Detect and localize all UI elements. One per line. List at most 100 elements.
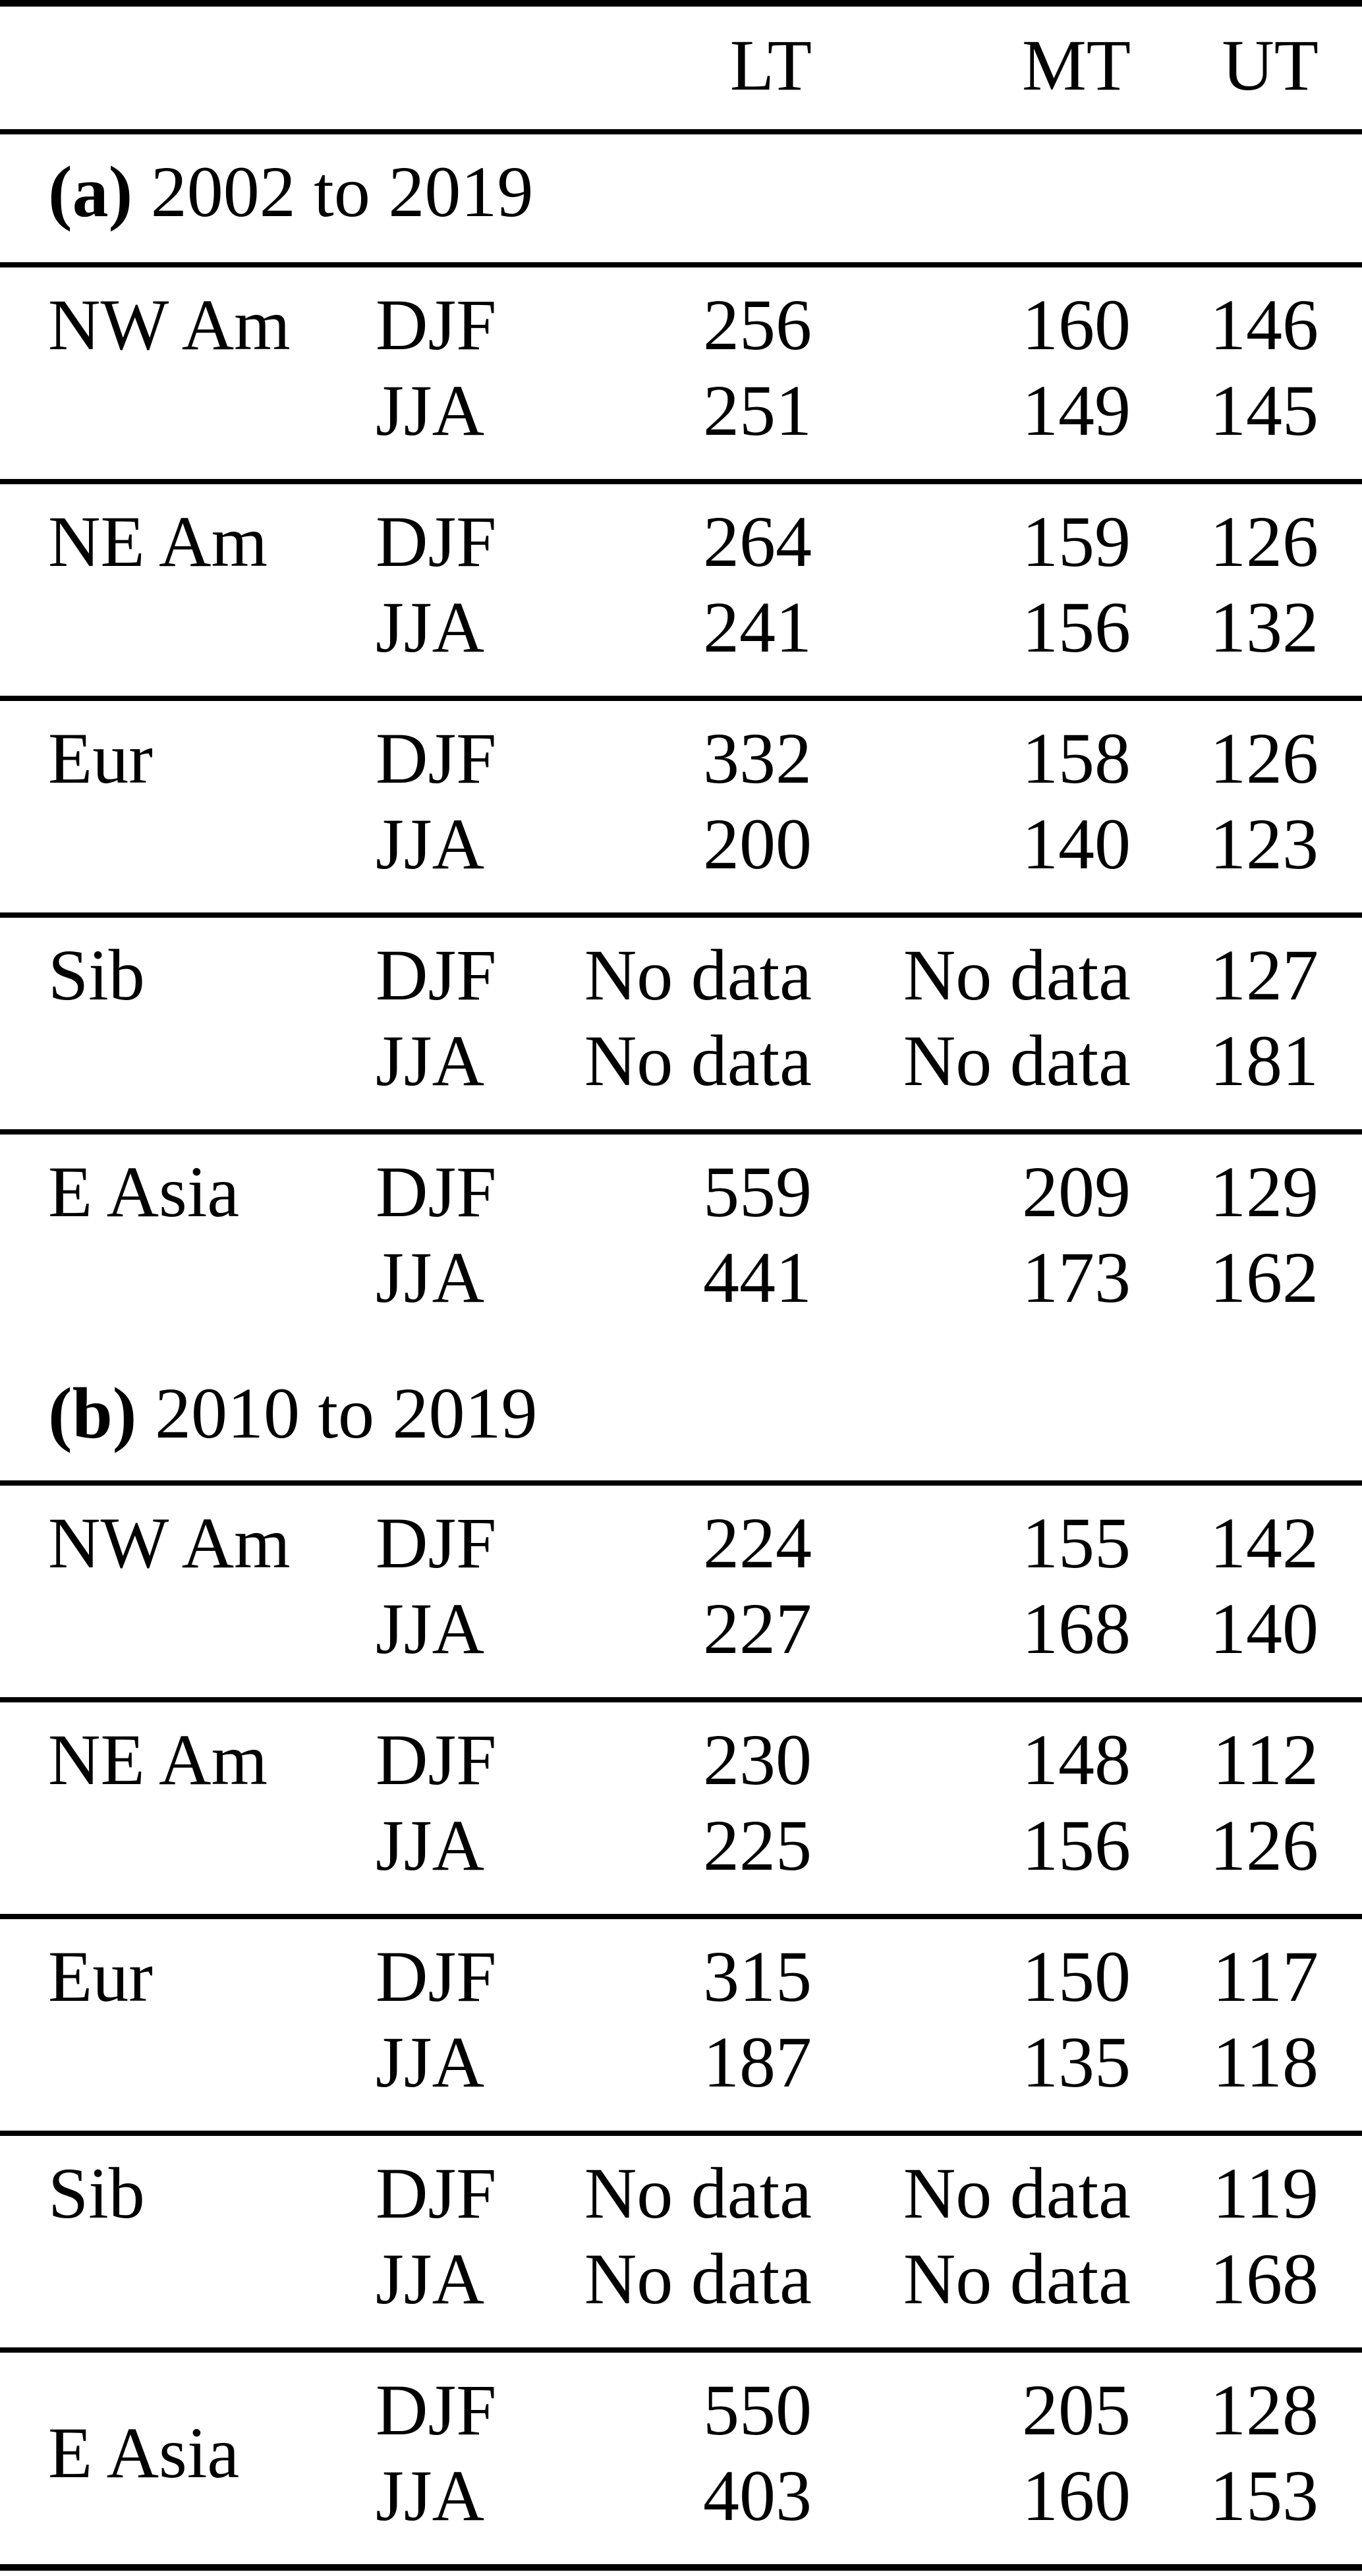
- value-mt: 135: [1022, 2022, 1131, 2102]
- column-header-mt: MT: [1022, 25, 1131, 105]
- value-lt: 441: [703, 1237, 812, 1318]
- season-label: DJF: [376, 1503, 497, 1583]
- season-label: JJA: [376, 1237, 485, 1318]
- value-lt: 550: [703, 2370, 812, 2450]
- value-ut: 119: [1212, 2153, 1319, 2233]
- table-header-row: LT MT UT: [0, 7, 1362, 129]
- region-label: Sib: [48, 2153, 145, 2233]
- region-group-a-neam: NE Am DJF 264 159 126 JJA 241 156 132: [0, 484, 1362, 696]
- season-label: DJF: [376, 2153, 497, 2233]
- value-lt: 256: [703, 285, 812, 365]
- value-mt: 149: [1022, 370, 1131, 451]
- value-mt: 155: [1022, 1503, 1131, 1583]
- region-group-a-easia: E Asia DJF 559 209 129 JJA 441 173 162: [0, 1134, 1362, 1346]
- season-label: JJA: [376, 2022, 485, 2102]
- section-a-label: (a) 2002 to 2019: [0, 134, 1362, 262]
- region-group-b-eur: Eur DJF 315 150 117 JJA 187 135 118: [0, 1919, 1362, 2131]
- value-ut: 127: [1210, 935, 1319, 1015]
- value-ut: 126: [1210, 501, 1319, 582]
- season-label: JJA: [376, 1021, 485, 1101]
- region-label: E Asia: [48, 1152, 240, 1232]
- value-mt: 173: [1022, 1237, 1131, 1318]
- value-ut: 117: [1212, 1936, 1319, 2017]
- value-lt: 225: [703, 1805, 812, 1886]
- value-mt: 156: [1022, 587, 1131, 667]
- value-ut: 140: [1210, 1588, 1319, 1669]
- value-lt: 559: [703, 1152, 812, 1232]
- divider-rule: [0, 1480, 1362, 1486]
- value-ut: 123: [1210, 804, 1319, 884]
- region-group-a-eur: Eur DJF 332 158 126 JJA 200 140 123: [0, 701, 1362, 912]
- section-a-title: 2002 to 2019: [132, 152, 534, 232]
- value-lt: 230: [703, 1720, 812, 1800]
- season-label: JJA: [376, 804, 485, 884]
- divider-rule: [0, 479, 1362, 484]
- region-label: NE Am: [48, 1720, 268, 1800]
- value-mt: 156: [1022, 1805, 1131, 1886]
- value-ut: 146: [1210, 285, 1319, 365]
- value-lt: 241: [703, 587, 812, 667]
- season-label: DJF: [376, 718, 497, 798]
- section-b-label: (b) 2010 to 2019: [0, 1346, 1362, 1480]
- value-lt: 315: [703, 1936, 812, 2017]
- section-b-marker: (b): [48, 1373, 137, 1453]
- section-b-title: 2010 to 2019: [136, 1373, 538, 1453]
- value-mt: 158: [1022, 718, 1131, 798]
- season-label: JJA: [376, 587, 485, 667]
- value-mt: 205: [1022, 2370, 1131, 2450]
- value-mt: No data: [903, 2153, 1131, 2233]
- value-lt: 200: [703, 804, 812, 884]
- divider-rule: [0, 696, 1362, 701]
- region-label: NW Am: [48, 285, 291, 365]
- value-lt: 187: [703, 2022, 812, 2102]
- value-mt: No data: [903, 935, 1131, 1015]
- value-lt: 251: [703, 370, 812, 451]
- region-label: Sib: [48, 935, 145, 1015]
- column-header-ut: UT: [1222, 25, 1319, 105]
- region-group-b-sib: Sib DJF No data No data 119 JJA No data …: [0, 2136, 1362, 2347]
- value-ut: 112: [1212, 1720, 1319, 1800]
- season-label: DJF: [376, 1152, 497, 1232]
- value-mt: 148: [1022, 1720, 1131, 1800]
- value-lt: No data: [584, 2153, 812, 2233]
- value-lt: 403: [703, 2455, 812, 2536]
- divider-rule: [0, 262, 1362, 267]
- region-group-a-nwam: NW Am DJF 256 160 146 JJA 251 149 145: [0, 267, 1362, 479]
- value-mt: 159: [1022, 501, 1131, 582]
- season-label: JJA: [376, 1588, 485, 1669]
- divider-rule: [0, 1129, 1362, 1134]
- value-lt: 227: [703, 1588, 812, 1669]
- season-label: JJA: [376, 2455, 485, 2536]
- divider-rule: [0, 912, 1362, 918]
- season-label: DJF: [376, 1720, 497, 1800]
- season-label: JJA: [376, 370, 485, 451]
- region-group-b-nwam: NW Am DJF 224 155 142 JJA 227 168 140: [0, 1486, 1362, 1697]
- season-label: DJF: [376, 935, 497, 1015]
- divider-rule: [0, 1914, 1362, 1919]
- value-mt: 140: [1022, 804, 1131, 884]
- value-ut: 126: [1210, 1805, 1319, 1886]
- value-lt: No data: [584, 935, 812, 1015]
- value-lt: No data: [584, 2239, 812, 2319]
- season-label: DJF: [376, 285, 497, 365]
- value-ut: 128: [1210, 2370, 1319, 2450]
- value-lt: 264: [703, 501, 812, 582]
- top-rule: [0, 0, 1362, 7]
- bottom-rule: [0, 2564, 1362, 2571]
- divider-rule: [0, 2347, 1362, 2353]
- region-label: Eur: [48, 1936, 153, 2017]
- value-ut: 118: [1212, 2022, 1319, 2102]
- value-ut: 142: [1210, 1503, 1319, 1583]
- value-ut: 129: [1210, 1152, 1319, 1232]
- value-mt: 160: [1022, 285, 1131, 365]
- value-mt: 168: [1022, 1588, 1131, 1669]
- season-label: DJF: [376, 2370, 497, 2450]
- value-mt: No data: [903, 1021, 1131, 1101]
- column-header-lt: LT: [729, 25, 812, 105]
- value-ut: 168: [1210, 2239, 1319, 2319]
- divider-rule: [0, 1697, 1362, 1702]
- value-lt: 224: [703, 1503, 812, 1583]
- value-lt: 332: [703, 718, 812, 798]
- region-group-b-easia: E Asia DJF 550 205 128 JJA 403 160 153: [0, 2353, 1362, 2564]
